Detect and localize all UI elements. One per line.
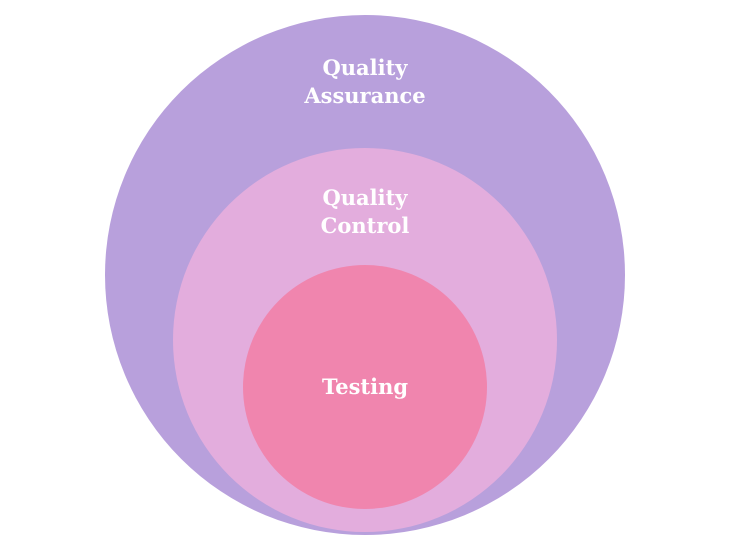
quality-assurance-label-line-2: Assurance [304,83,426,108]
quality-control-label-line-1: Quality [322,185,408,210]
testing-label-line-1: Testing [321,374,409,399]
quality-assurance-label-line-1: Quality [322,55,408,80]
testing-label: Testing [265,373,465,401]
quality-assurance-label: Quality Assurance [265,54,465,110]
quality-control-label: Quality Control [265,184,465,240]
testing-circle [243,265,487,509]
quality-control-label-line-2: Control [320,213,410,238]
